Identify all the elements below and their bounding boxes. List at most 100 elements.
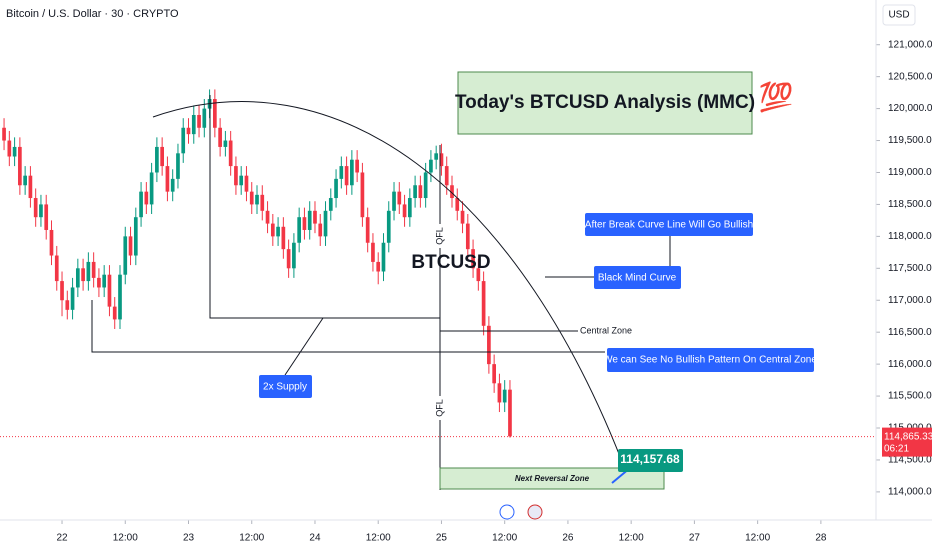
candle-body bbox=[202, 108, 207, 128]
candle-body bbox=[112, 306, 117, 320]
candle-body bbox=[28, 175, 33, 199]
x-tick-label: 12:00 bbox=[113, 533, 138, 544]
candle-body bbox=[423, 172, 428, 199]
candle-body bbox=[292, 242, 296, 269]
y-tick-label: 118,000.00 bbox=[888, 231, 932, 242]
x-tick-label: 28 bbox=[815, 533, 827, 544]
candle-body bbox=[413, 185, 417, 199]
last-price-label: 114,865.33 bbox=[884, 431, 932, 442]
candle-body bbox=[249, 191, 254, 205]
candle-body bbox=[487, 325, 491, 365]
last-price-tag bbox=[882, 427, 932, 457]
y-tick-label: 117,500.00 bbox=[888, 263, 932, 274]
annotation-tag bbox=[594, 266, 681, 289]
x-tick-label: 12:00 bbox=[366, 533, 391, 544]
candle-body bbox=[286, 249, 291, 269]
candle-body bbox=[33, 198, 38, 218]
candle-body bbox=[376, 261, 381, 272]
candle-body bbox=[365, 217, 370, 243]
x-tick-label: 12:00 bbox=[745, 533, 770, 544]
x-tick-label: 12:00 bbox=[619, 533, 644, 544]
annotation-tag bbox=[259, 375, 312, 398]
annotation-tag bbox=[585, 213, 753, 236]
candle-body bbox=[302, 217, 307, 230]
candle-body bbox=[471, 249, 475, 269]
candle-body bbox=[39, 204, 43, 218]
candle-body bbox=[49, 229, 54, 256]
candles bbox=[2, 89, 512, 438]
candle-body bbox=[133, 217, 138, 256]
candle-body bbox=[313, 210, 317, 224]
candle-body bbox=[218, 127, 222, 147]
x-tick-label: 25 bbox=[436, 533, 448, 544]
candle-body bbox=[355, 159, 359, 173]
candle-body bbox=[118, 274, 122, 320]
candle-body bbox=[265, 210, 270, 224]
supply-connector bbox=[284, 317, 324, 376]
candle-body bbox=[371, 242, 375, 262]
candle-body bbox=[260, 194, 265, 211]
candle-body bbox=[255, 194, 259, 205]
x-tick-label: 24 bbox=[309, 533, 321, 544]
currency: USD bbox=[888, 10, 909, 21]
y-tick-label: 120,500.00 bbox=[888, 71, 932, 82]
y-tick-label: 116,000.00 bbox=[888, 359, 932, 370]
black-mind-curve-line bbox=[152, 101, 633, 489]
y-tick-label: 118,500.00 bbox=[888, 199, 932, 210]
countdown: 06:21 bbox=[884, 443, 909, 454]
candle-body bbox=[344, 166, 349, 186]
candle-body bbox=[402, 204, 407, 218]
x-tick-label: 12:00 bbox=[492, 533, 517, 544]
x-tick-label: 12:00 bbox=[239, 533, 264, 544]
qfl-label: QFL bbox=[434, 227, 444, 245]
candle-body bbox=[170, 178, 175, 192]
candle-body bbox=[450, 185, 454, 199]
candle-body bbox=[334, 178, 338, 199]
candle-body bbox=[149, 172, 154, 205]
candle-body bbox=[60, 281, 64, 301]
candle-body bbox=[165, 166, 170, 192]
supply-line-lower bbox=[91, 300, 605, 353]
candle-body bbox=[297, 217, 302, 243]
candle-body bbox=[223, 140, 228, 147]
candle-body bbox=[307, 210, 312, 230]
qfl-bg bbox=[434, 224, 446, 248]
candle-body bbox=[429, 159, 433, 173]
candle-body bbox=[228, 140, 233, 167]
central-zone-label: Central Zone bbox=[580, 325, 632, 335]
candle-body bbox=[481, 281, 486, 326]
candle-body bbox=[234, 166, 238, 186]
y-tick-label: 114,000.00 bbox=[888, 487, 932, 498]
y-tick-label: 115,500.00 bbox=[888, 391, 932, 402]
candle-body bbox=[155, 146, 159, 173]
candle-body bbox=[186, 127, 191, 135]
annotation-tag bbox=[607, 348, 814, 372]
candle-body bbox=[360, 172, 365, 218]
candle-body bbox=[407, 198, 412, 218]
candle-body bbox=[381, 242, 386, 272]
reversal-zone-box bbox=[439, 467, 665, 490]
y-tick-label: 117,000.00 bbox=[888, 295, 932, 306]
candle-body bbox=[502, 389, 507, 403]
annotations: Today's BTCUSD Analysis (MMC) 💯 BTCUSD Q… bbox=[91, 71, 817, 490]
event-icon[interactable] bbox=[527, 504, 543, 520]
annotation-text: Black Mind Curve bbox=[598, 273, 677, 284]
annotation-text: After Break Curve Line Will Go Bullish bbox=[585, 220, 753, 231]
currency-box[interactable] bbox=[882, 4, 916, 26]
candle-body bbox=[276, 226, 280, 237]
candle-body bbox=[18, 146, 22, 186]
candle-body bbox=[75, 268, 80, 288]
candle-body bbox=[7, 140, 12, 157]
candle-body bbox=[2, 127, 6, 141]
candle-body bbox=[23, 175, 27, 186]
y-tick-label: 119,000.00 bbox=[888, 167, 932, 178]
candle-body bbox=[434, 153, 439, 160]
event-icon[interactable] bbox=[499, 504, 515, 520]
emoji: 💯 bbox=[759, 80, 794, 113]
supply-line-upper bbox=[209, 95, 440, 319]
y-tick-label: 116,500.00 bbox=[888, 327, 932, 338]
candle-body bbox=[318, 223, 323, 237]
qfl-label: QFL bbox=[434, 399, 444, 417]
x-tick-label: 23 bbox=[183, 533, 195, 544]
